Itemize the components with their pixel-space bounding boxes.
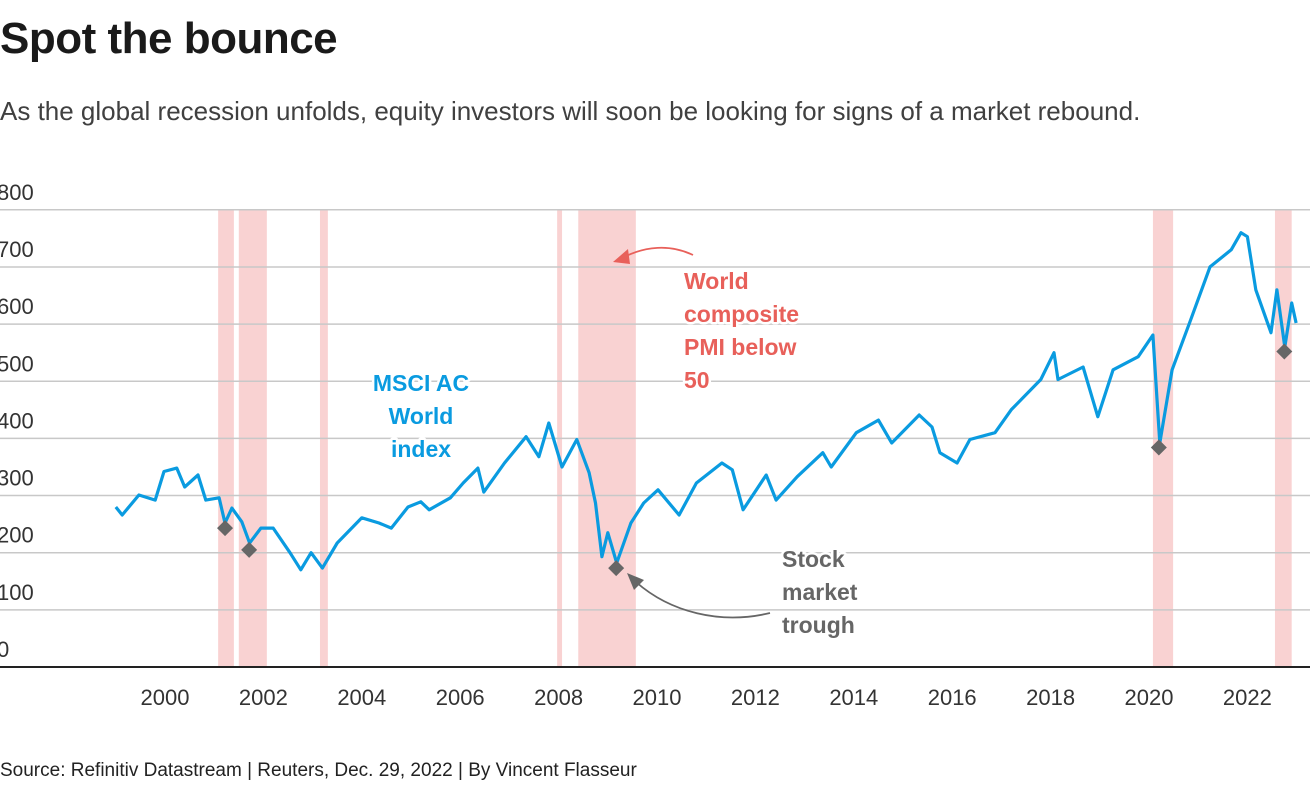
x-tick-label: 2020 — [1125, 685, 1174, 710]
x-tick-label: 2016 — [928, 685, 977, 710]
chart-subtitle: As the global recession unfolds, equity … — [0, 96, 1141, 126]
y-tick-label: 600 — [0, 294, 34, 319]
trough-label: market — [782, 579, 858, 605]
y-tick-label: 100 — [0, 580, 34, 605]
x-tick-label: 2004 — [337, 685, 386, 710]
trough-arrowhead-icon — [627, 573, 644, 590]
y-tick-label: 0 — [0, 637, 9, 662]
trough-marker — [241, 541, 258, 558]
gridlines: 0 100 200 300 400 500 600 700 800 — [0, 180, 1310, 662]
pmi-label: 50 — [684, 367, 710, 393]
y-tick-label: 800 — [0, 180, 34, 205]
pmi-label: PMI below — [684, 334, 797, 360]
trough-arrow-icon — [635, 581, 771, 619]
x-axis-ticks: 2000 2002 2004 2006 2008 2010 2012 2014 2016 2018… — [141, 685, 1272, 710]
x-tick-label: 2006 — [436, 685, 485, 710]
series-label: World — [389, 403, 454, 429]
trough-label: trough — [782, 612, 855, 638]
trough-marker — [217, 520, 234, 537]
trough-markers — [217, 343, 1293, 577]
y-tick-label: 300 — [0, 466, 34, 491]
series-label: MSCI AC — [373, 370, 469, 396]
x-tick-label: 2008 — [534, 685, 583, 710]
y-tick-label: 400 — [0, 408, 34, 433]
x-tick-label: 2000 — [141, 685, 190, 710]
x-tick-label: 2012 — [731, 685, 780, 710]
pmi-arrowhead-icon — [613, 249, 630, 264]
x-tick-label: 2002 — [239, 685, 288, 710]
trough-label: Stock — [782, 546, 845, 572]
trough-marker — [1276, 343, 1293, 360]
source-note: Source: Refinitiv Datastream | Reuters, … — [0, 760, 637, 781]
series-label: index — [391, 436, 451, 462]
pmi-label: World — [684, 268, 749, 294]
x-tick-label: 2018 — [1026, 685, 1075, 710]
chart-title: Spot the bounce — [0, 14, 338, 63]
y-tick-label: 700 — [0, 237, 34, 262]
x-tick-label: 2022 — [1223, 685, 1272, 710]
msci-acwi-line — [114, 231, 1298, 572]
trough-marker — [608, 560, 625, 577]
y-tick-label: 200 — [0, 523, 34, 548]
x-tick-label: 2010 — [633, 685, 682, 710]
x-tick-label: 2014 — [829, 685, 878, 710]
trough-marker — [1150, 439, 1167, 456]
y-tick-label: 500 — [0, 351, 34, 376]
pmi-label: composite — [684, 301, 799, 327]
